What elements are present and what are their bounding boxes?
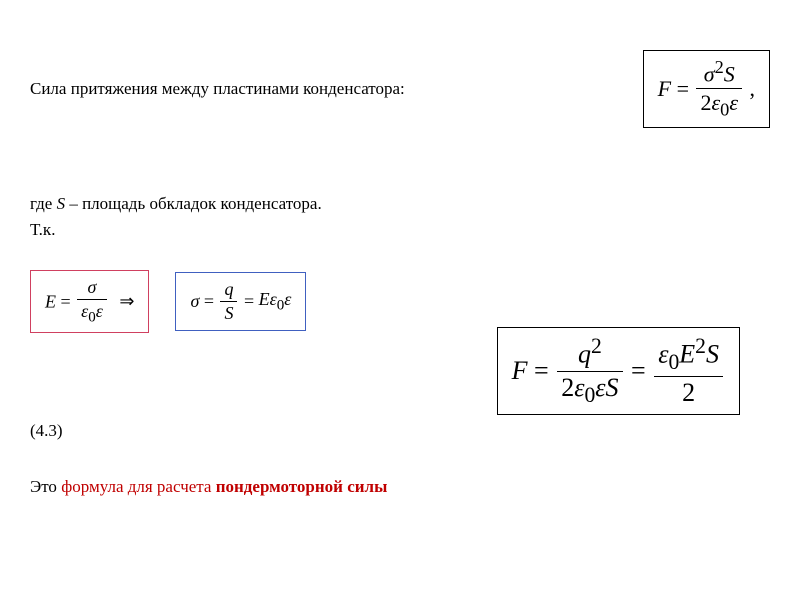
fraction-sigma2S-over-2e0e: σ2S 2ε0ε	[696, 57, 742, 121]
const-2: 2	[561, 373, 574, 402]
eps: ε	[729, 90, 738, 115]
fraction-q2-over-2e0eS: q2 2ε0εS	[557, 334, 622, 408]
text-area-rest: – площадь обкладок конденсатора.	[65, 194, 322, 213]
text-where-S: где S – площадь обкладок конденсатора.	[30, 194, 770, 214]
eps0-sub: 0	[88, 309, 96, 325]
text-final-line: Это формула для расчета пондермоторной с…	[30, 477, 770, 497]
var-F: F	[658, 76, 671, 101]
const-2: 2	[700, 90, 711, 115]
eps: ε	[96, 301, 103, 321]
text-tk: Т.к.	[30, 220, 770, 240]
op-eq: =	[677, 76, 689, 101]
sigma: σ	[190, 291, 199, 311]
var-S: S	[606, 373, 619, 402]
eps0: ε	[574, 373, 584, 402]
var-E: E	[679, 340, 695, 369]
var-q: q	[224, 279, 233, 299]
const-2: 2	[682, 378, 695, 407]
var-q: q	[578, 340, 591, 369]
text-this-is: Это	[30, 477, 61, 496]
var-F: F	[512, 356, 528, 385]
formula-top-F-box: F = σ2S 2ε0ε ,	[643, 50, 770, 128]
equation-number: (4.3)	[30, 421, 770, 441]
fraction-sigma-over-e0e: σ ε0ε	[77, 277, 107, 327]
E-sq: 2	[695, 334, 706, 358]
text-attraction-force: Сила притяжения между пластинами конденс…	[30, 79, 405, 99]
op-eq: =	[534, 356, 549, 385]
text-formula-for: формула для расчета	[61, 477, 216, 496]
op-eq: =	[61, 291, 71, 311]
implies-icon: ⇒	[119, 291, 134, 311]
var-S: S	[724, 61, 735, 86]
eps0: ε	[658, 340, 668, 369]
sigma: σ	[88, 277, 97, 297]
text-pondermotor-force: пондермоторной силы	[216, 477, 388, 496]
formula-big-F-box: F = q2 2ε0εS = ε0E2S 2	[497, 327, 740, 415]
var-E: E	[259, 289, 270, 309]
comma: ,	[750, 76, 756, 101]
eps0-sub: 0	[720, 100, 729, 120]
eps0: ε	[711, 90, 720, 115]
eps: ε	[595, 373, 605, 402]
sigma: σ	[704, 61, 715, 86]
eps0-sub: 0	[584, 383, 595, 407]
op-eq2: =	[631, 356, 646, 385]
formula-sigma-box: σ = q S = Eε0ε	[175, 272, 306, 331]
op-eq: =	[204, 291, 214, 311]
eps0-sub: 0	[668, 350, 679, 374]
eps0: ε	[270, 289, 277, 309]
fraction-q-over-S: q S	[220, 279, 237, 324]
var-S: S	[224, 303, 233, 323]
op-eq2: =	[244, 291, 254, 311]
var-S-inline: S	[57, 194, 66, 213]
formula-E-box: E = σ ε0ε ⇒	[30, 270, 149, 334]
eps: ε	[284, 289, 291, 309]
sigma-sq: 2	[715, 57, 724, 77]
var-E: E	[45, 291, 56, 311]
fraction-e0E2S-over-2: ε0E2S 2	[654, 334, 723, 408]
var-S: S	[706, 340, 719, 369]
text-where: где	[30, 194, 57, 213]
q-sq: 2	[591, 334, 602, 358]
